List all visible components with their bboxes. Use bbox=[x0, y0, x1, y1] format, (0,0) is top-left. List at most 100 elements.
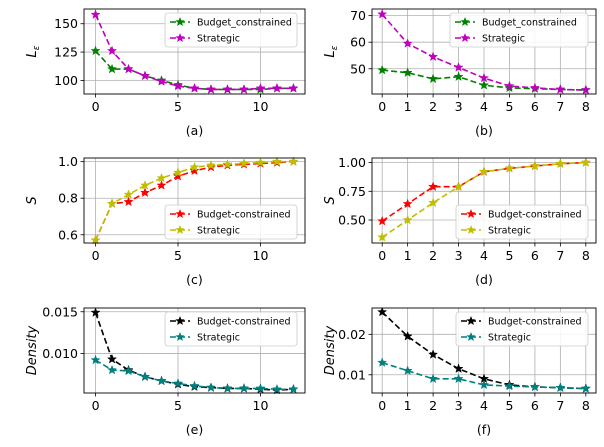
data-point bbox=[156, 375, 167, 386]
x-tick-label: 8 bbox=[582, 99, 590, 114]
data-point bbox=[453, 181, 464, 192]
series-line bbox=[381, 361, 586, 390]
legend-box bbox=[164, 204, 298, 240]
data-point bbox=[504, 80, 515, 91]
series-strategic bbox=[377, 8, 591, 95]
legend: Budget-constrained Strategic bbox=[455, 311, 589, 347]
y-tick-label: 0.02 bbox=[338, 327, 366, 342]
data-point bbox=[172, 80, 184, 91]
x-tick-label: 10 bbox=[253, 248, 269, 263]
y-tick-label: 0.015 bbox=[42, 304, 78, 319]
x-tick-label: 6 bbox=[531, 99, 539, 114]
x-tick-label: 0 bbox=[92, 99, 100, 114]
data-point bbox=[377, 306, 388, 317]
legend-swatch-marker bbox=[175, 16, 185, 27]
legend: Budget_constrained Strategic bbox=[449, 12, 589, 48]
x-tick-label: 4 bbox=[480, 99, 488, 114]
data-point bbox=[123, 365, 134, 376]
legend-box bbox=[449, 12, 589, 48]
legend-swatch-marker bbox=[460, 32, 470, 43]
data-point bbox=[428, 73, 439, 84]
data-point bbox=[106, 364, 118, 375]
data-point bbox=[478, 379, 490, 390]
x-tick-label: 5 bbox=[174, 398, 182, 413]
legend-swatch-marker bbox=[466, 331, 476, 342]
data-point bbox=[172, 167, 184, 177]
data-point bbox=[271, 156, 283, 166]
data-point bbox=[377, 231, 388, 242]
data-point bbox=[402, 67, 413, 78]
panel-caption: (e) bbox=[186, 422, 203, 437]
data-point bbox=[428, 181, 439, 192]
legend-entry: Strategic bbox=[482, 34, 525, 45]
x-tick-label: 7 bbox=[556, 398, 564, 413]
data-point bbox=[453, 373, 464, 384]
x-tick-label: 5 bbox=[174, 99, 182, 114]
legend-swatch-marker bbox=[466, 208, 476, 219]
data-point bbox=[377, 64, 388, 75]
data-point bbox=[90, 354, 101, 365]
axes-frame bbox=[83, 8, 306, 95]
data-point bbox=[205, 159, 217, 170]
data-point bbox=[402, 331, 413, 341]
data-point bbox=[555, 84, 566, 94]
legend-entry: Budget_constrained bbox=[482, 18, 577, 29]
x-tick-label: 6 bbox=[531, 248, 539, 263]
data-point bbox=[172, 170, 184, 181]
panel-caption: (b) bbox=[475, 123, 493, 138]
y-axis-label: S bbox=[25, 196, 40, 204]
legend: Budget-constrained Strategic bbox=[455, 204, 589, 240]
data-point bbox=[90, 234, 101, 245]
data-point bbox=[106, 353, 118, 364]
legend-swatch-marker bbox=[175, 32, 185, 43]
data-point bbox=[478, 166, 490, 177]
data-point bbox=[106, 63, 118, 74]
data-point bbox=[156, 76, 167, 86]
y-tick-label: 0.01 bbox=[338, 367, 366, 382]
data-point bbox=[580, 84, 591, 95]
x-tick-label: 8 bbox=[582, 248, 590, 263]
data-point bbox=[222, 159, 233, 169]
x-tick-label: 0 bbox=[378, 398, 386, 413]
data-point bbox=[504, 163, 515, 173]
series-strategic bbox=[90, 9, 299, 94]
legend-entry: Strategic bbox=[488, 333, 531, 344]
data-point bbox=[106, 45, 118, 56]
data-point bbox=[238, 84, 250, 94]
y-tick-label: 0.50 bbox=[338, 213, 366, 228]
y-tick-label: 0.6 bbox=[58, 227, 78, 242]
data-point bbox=[106, 198, 118, 208]
y-tick-label: 60 bbox=[350, 35, 366, 50]
data-point bbox=[90, 9, 101, 19]
y-axis-label: Lε bbox=[323, 45, 340, 57]
legend-swatch-marker bbox=[175, 331, 185, 342]
data-point bbox=[222, 383, 233, 393]
data-point bbox=[255, 157, 266, 167]
data-point bbox=[580, 383, 591, 393]
data-point bbox=[288, 156, 299, 166]
legend-entry: Budget-constrained bbox=[197, 317, 291, 328]
y-axis-label: Lε bbox=[25, 45, 42, 57]
data-point bbox=[555, 382, 566, 393]
y-tick-label: 50 bbox=[350, 61, 366, 76]
data-point bbox=[156, 180, 167, 190]
data-point bbox=[453, 363, 464, 374]
x-tick-label: 7 bbox=[556, 248, 564, 263]
x-tick-label: 3 bbox=[455, 99, 463, 114]
series-strategic bbox=[377, 157, 591, 242]
data-point bbox=[271, 83, 283, 93]
data-point bbox=[478, 72, 490, 83]
data-point bbox=[90, 45, 101, 56]
data-point bbox=[189, 83, 200, 93]
panel-caption: (d) bbox=[475, 272, 493, 287]
y-tick-label: 125 bbox=[54, 45, 78, 60]
data-point bbox=[580, 157, 591, 167]
legend-swatch-marker bbox=[466, 315, 476, 326]
panel-caption: (c) bbox=[186, 272, 203, 287]
x-tick-label: 2 bbox=[429, 99, 437, 114]
y-axis-label-subscript: ε bbox=[330, 45, 340, 50]
series-strategic bbox=[377, 357, 591, 393]
panel-caption: (a) bbox=[186, 123, 203, 138]
y-axis-label-main: L bbox=[323, 50, 338, 57]
